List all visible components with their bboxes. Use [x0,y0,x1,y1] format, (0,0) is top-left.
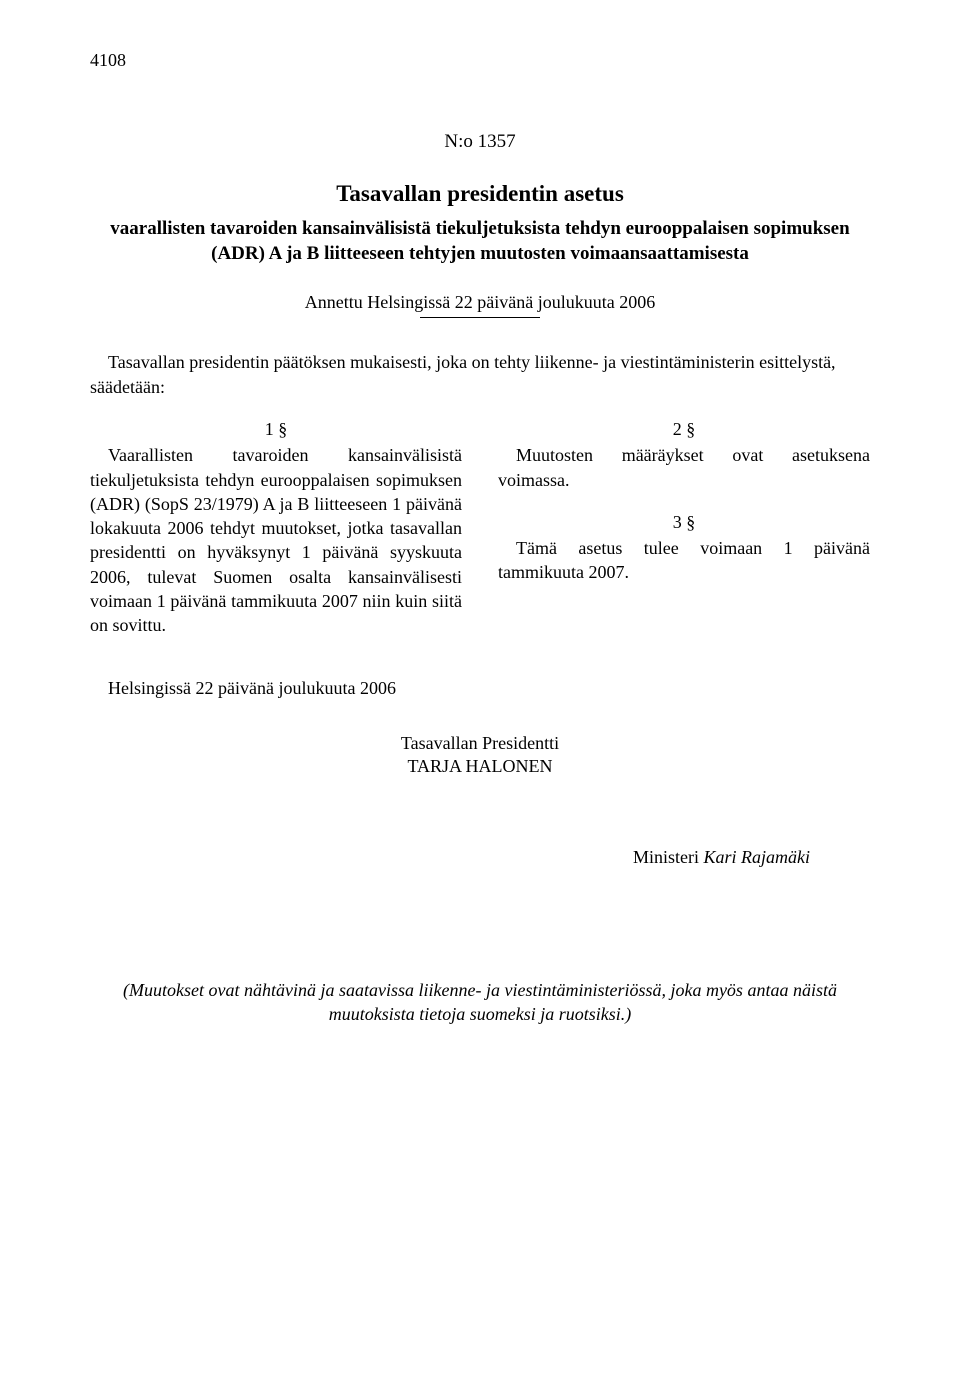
signatory-title: Tasavallan Presidentti [90,733,870,754]
preamble: Tasavallan presidentin päätöksen mukaise… [90,350,870,399]
footnote: (Muutokset ovat nähtävinä ja saatavissa … [90,978,870,1027]
minister-name: Kari Rajamäki [704,847,811,867]
document-number: N:o 1357 [90,131,870,153]
section-2-text: Muutosten määräykset ovat asetuksena voi… [498,443,870,492]
signatory-name: TARJA HALONEN [90,756,870,777]
column-left: 1 § Vaarallisten tavaroiden kansainvälis… [90,417,462,656]
document-title: Tasavallan presidentin asetus [90,181,870,207]
minister-line: Ministeri Kari Rajamäki [90,847,870,868]
document-subtitle: vaarallisten tavaroiden kansainvälisistä… [90,217,870,266]
section-1-text: Vaarallisten tavaroiden kansainvälisistä… [90,443,462,637]
signed-place-date: Helsingissä 22 päivänä joulukuuta 2006 [90,678,870,699]
column-right: 2 § Muutosten määräykset ovat asetuksena… [498,417,870,656]
section-1-number: 1 § [90,417,462,441]
section-2-number: 2 § [498,417,870,441]
minister-label: Ministeri [633,847,704,867]
body-columns: 1 § Vaarallisten tavaroiden kansainvälis… [90,417,870,656]
section-3-number: 3 § [498,510,870,534]
page-number: 4108 [90,50,870,71]
divider-rule [420,317,540,318]
section-3-text: Tämä asetus tulee voimaan 1 päivänä tamm… [498,536,870,585]
given-line: Annettu Helsingissä 22 päivänä joulukuut… [90,292,870,313]
